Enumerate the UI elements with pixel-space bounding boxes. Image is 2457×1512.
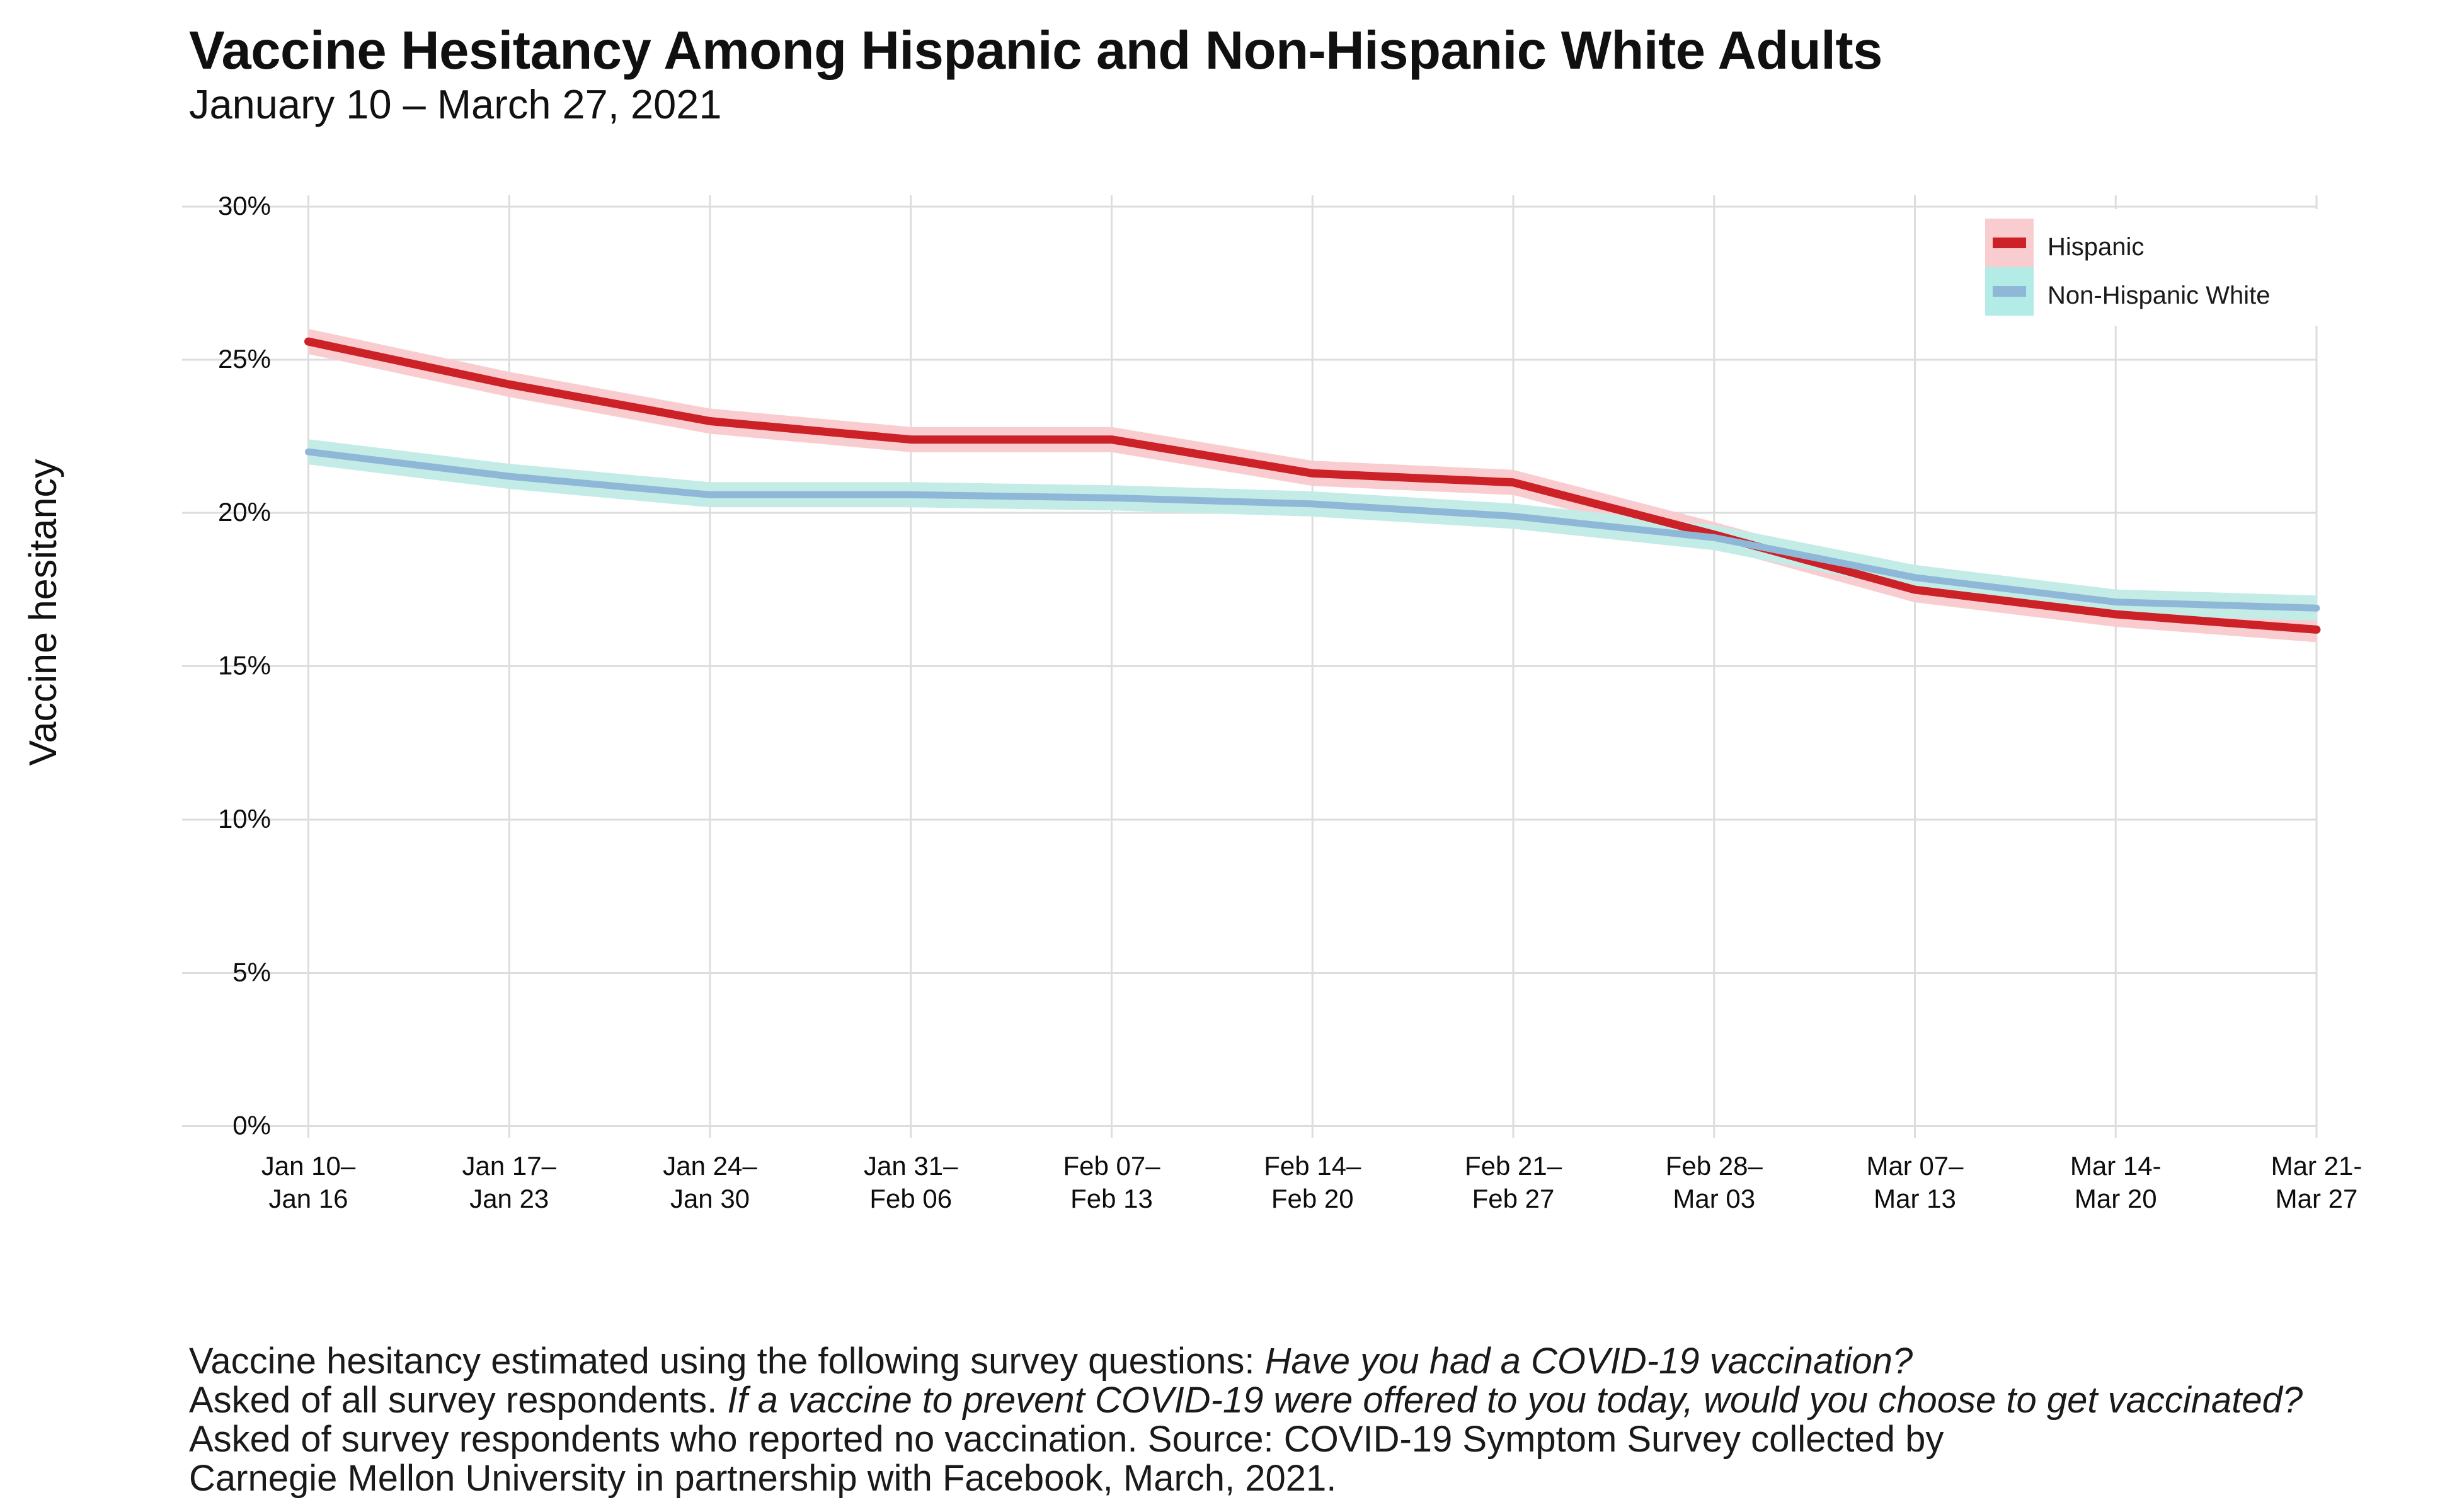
svg-text:20%: 20%	[218, 497, 271, 527]
svg-text:Mar 14-: Mar 14-	[2070, 1151, 2162, 1181]
svg-text:25%: 25%	[218, 344, 271, 374]
svg-text:Jan 31–: Jan 31–	[864, 1151, 958, 1181]
svg-text:10%: 10%	[218, 804, 271, 833]
svg-text:5%: 5%	[232, 958, 271, 987]
svg-text:15%: 15%	[218, 651, 271, 680]
svg-text:Mar 27: Mar 27	[2276, 1184, 2358, 1213]
svg-text:Jan 10–: Jan 10–	[261, 1151, 356, 1181]
svg-text:Mar 07–: Mar 07–	[1866, 1151, 1964, 1181]
svg-text:Jan 16: Jan 16	[268, 1184, 348, 1213]
svg-text:Jan 23: Jan 23	[469, 1184, 549, 1213]
svg-text:Mar 20: Mar 20	[2075, 1184, 2157, 1213]
svg-text:Feb 13: Feb 13	[1070, 1184, 1153, 1213]
svg-text:Jan 30: Jan 30	[670, 1184, 750, 1213]
svg-text:Feb 14–: Feb 14–	[1264, 1151, 1361, 1181]
svg-text:0%: 0%	[232, 1111, 271, 1140]
svg-text:30%: 30%	[218, 191, 271, 220]
svg-text:Mar 13: Mar 13	[1874, 1184, 1956, 1213]
svg-text:Feb 07–: Feb 07–	[1063, 1151, 1160, 1181]
svg-text:Feb 06: Feb 06	[869, 1184, 952, 1213]
svg-text:Hispanic: Hispanic	[2048, 233, 2144, 261]
svg-text:Jan 24–: Jan 24–	[663, 1151, 757, 1181]
svg-text:Feb 27: Feb 27	[1472, 1184, 1555, 1213]
svg-text:Feb 28–: Feb 28–	[1666, 1151, 1763, 1181]
svg-text:Mar 03: Mar 03	[1673, 1184, 1755, 1213]
svg-text:Feb 21–: Feb 21–	[1465, 1151, 1562, 1181]
svg-text:Jan 17–: Jan 17–	[462, 1151, 557, 1181]
svg-text:Feb 20: Feb 20	[1271, 1184, 1354, 1213]
svg-text:Mar 21-: Mar 21-	[2271, 1151, 2362, 1181]
svg-text:Non-Hispanic White: Non-Hispanic White	[2048, 282, 2270, 309]
